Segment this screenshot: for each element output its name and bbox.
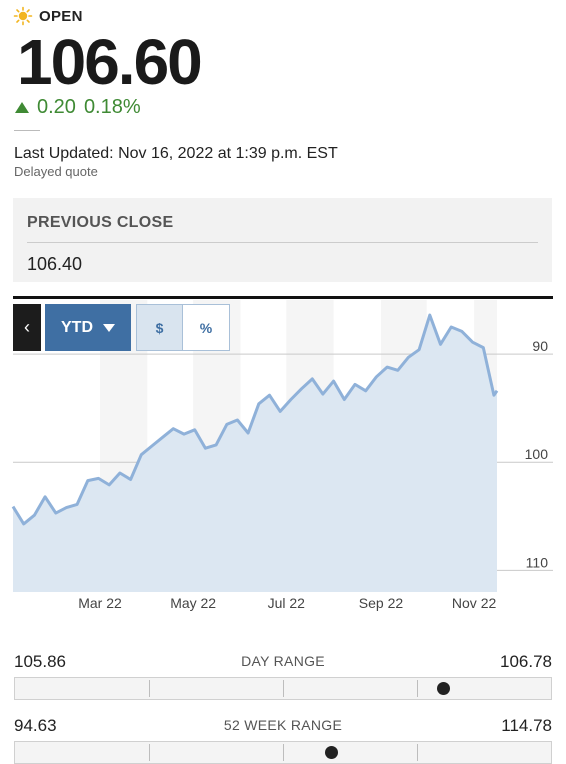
day-range-low: 105.86 (14, 652, 66, 671)
dollar-toggle[interactable]: $ (136, 304, 183, 351)
percent-toggle[interactable]: % (182, 304, 230, 351)
y-axis-labels: 110 100 90 (525, 338, 549, 570)
x-tick-label: Nov 22 (452, 595, 497, 611)
delayed-note: Delayed quote (14, 164, 98, 179)
percent-label: % (199, 319, 213, 336)
change-value: 0.20 (37, 96, 76, 118)
price-chart: 110 100 90 Mar 22 May 22 Jul 22 Sep 22 Nov 22 (11, 300, 553, 611)
dollar-label: $ (155, 319, 164, 336)
x-tick-label: Jul 22 (268, 595, 306, 611)
market-status: OPEN (13, 6, 83, 26)
x-tick-label: May 22 (170, 595, 216, 611)
last-price: 106.60 (17, 26, 203, 98)
up-arrow-icon (15, 102, 29, 113)
chart-top-border (13, 296, 553, 299)
price-area (13, 315, 497, 592)
y-tick-label: 90 (532, 338, 548, 354)
x-tick-label: Mar 22 (78, 595, 122, 611)
day-range-high: 106.78 (500, 652, 552, 671)
previous-close-label: PREVIOUS CLOSE (27, 214, 174, 231)
x-tick-label: Sep 22 (359, 595, 404, 611)
chart-back-button[interactable]: ‹ (13, 304, 41, 351)
period-label: YTD (61, 318, 93, 336)
status-label: OPEN (39, 7, 83, 25)
week52-range-bar (14, 741, 552, 764)
week52-range-label: 52 WEEK RANGE (223, 717, 343, 733)
x-axis-labels: Mar 22 May 22 Jul 22 Sep 22 Nov 22 (78, 595, 496, 611)
day-range-marker (437, 682, 451, 695)
price-change: 0.20 0.18% (15, 96, 141, 119)
chevron-left-icon: ‹ (24, 317, 30, 337)
week52-range-high: 114.78 (501, 716, 552, 735)
period-dropdown[interactable]: YTD (45, 304, 131, 351)
price-line (11, 313, 499, 526)
sun-icon (13, 6, 33, 26)
previous-close-panel: PREVIOUS CLOSE 106.40 (13, 198, 552, 282)
divider (27, 242, 538, 243)
change-percent: 0.18% (83, 96, 141, 118)
day-range-label: DAY RANGE (241, 653, 325, 669)
previous-close-value: 106.40 (27, 254, 83, 274)
y-tick-label: 100 (525, 446, 549, 462)
day-range-bar (14, 677, 552, 700)
last-updated: Last Updated: Nov 16, 2022 at 1:39 p.m. … (14, 145, 338, 162)
y-tick-label: 110 (526, 554, 549, 570)
caret-down-icon (103, 323, 115, 332)
divider (14, 130, 40, 131)
week52-range-marker (324, 746, 338, 759)
week52-range-low: 94.63 (14, 716, 57, 735)
